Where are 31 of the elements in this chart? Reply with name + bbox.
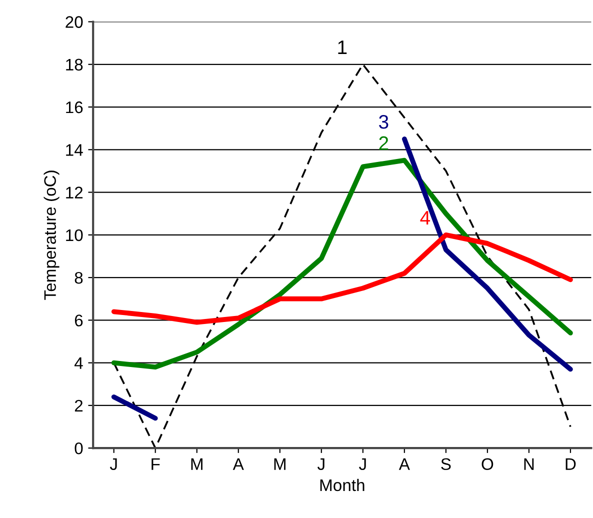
y-tick-label: 2 — [74, 400, 83, 412]
series-label: 3 — [379, 114, 388, 129]
x-tick-label: D — [566, 458, 576, 470]
series-label: 2 — [379, 136, 388, 150]
y-tick-label: 6 — [74, 314, 83, 326]
series-label: 1 — [338, 40, 347, 54]
series-label: 4 — [420, 211, 430, 224]
line-series — [111, 232, 573, 325]
x-axis-title: Month — [320, 478, 364, 492]
y-tick-label: 14 — [66, 144, 83, 156]
x-tick-label: M — [191, 458, 202, 470]
y-tick-label: 16 — [66, 101, 83, 114]
x-tick-label: O — [482, 458, 494, 470]
x-tick-label: A — [232, 458, 244, 470]
y-tick-label: 18 — [66, 58, 83, 71]
x-tick-label: J — [110, 458, 117, 470]
x-tick-label: J — [318, 458, 324, 470]
y-tick-label: 20 — [66, 16, 83, 28]
x-tick-label: S — [441, 458, 451, 470]
x-tick-label: A — [398, 458, 410, 470]
x-tick-label: M — [274, 458, 286, 470]
x-tick-label: J — [359, 458, 366, 470]
y-tick-label: 10 — [66, 229, 83, 242]
y-tick-label: 4 — [74, 357, 83, 369]
line-series — [111, 158, 573, 370]
x-tick-label: N — [524, 458, 534, 470]
y-tick-label: 12 — [66, 186, 83, 198]
x-tick-label: F — [152, 458, 160, 470]
y-tick-label: 0 — [74, 442, 83, 454]
y-axis-title: Temperature (oC) — [44, 170, 60, 300]
y-tick-label: 8 — [74, 272, 83, 284]
